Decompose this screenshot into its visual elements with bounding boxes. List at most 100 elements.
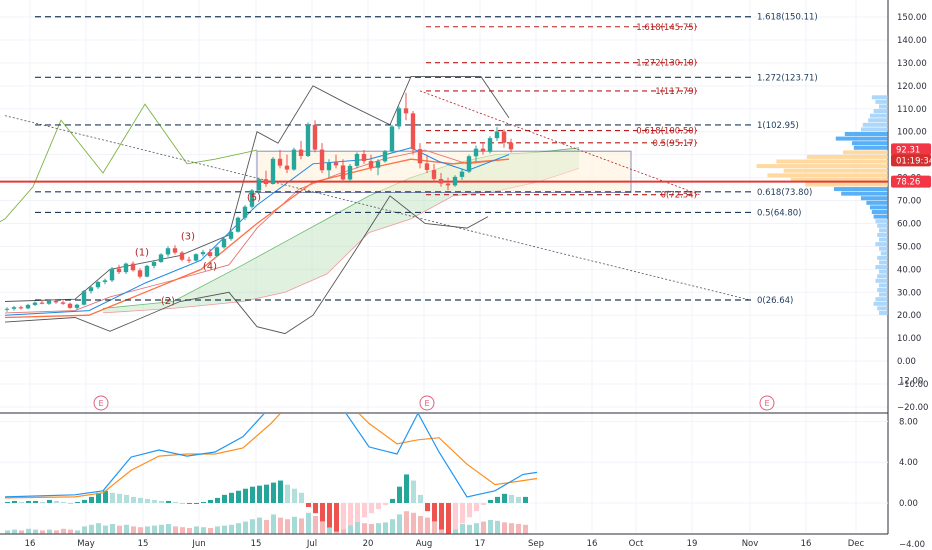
candle-body — [235, 217, 241, 232]
volume-profile-bar — [879, 269, 888, 274]
volume-profile-bar — [880, 251, 888, 256]
macd-histogram-bar — [173, 501, 178, 503]
macd-histogram-bar — [411, 480, 416, 503]
candle-body — [158, 254, 164, 263]
macd-histogram-bar — [348, 503, 353, 526]
volume-bar — [61, 528, 66, 534]
candle-body — [46, 301, 52, 304]
volume-bar — [516, 524, 521, 534]
volume-bar — [40, 530, 45, 534]
volume-bar — [509, 523, 514, 534]
candle-body — [137, 270, 143, 277]
candle-body — [382, 151, 388, 162]
macd-histogram-bar — [110, 492, 115, 503]
volume-bar — [264, 520, 269, 534]
macd-histogram-bar — [488, 499, 493, 503]
candle-body — [18, 307, 24, 309]
macd-histogram-bar — [61, 501, 66, 503]
macd-histogram-bar — [502, 493, 507, 503]
candle-body — [165, 248, 171, 255]
earnings-label: E — [98, 399, 103, 408]
volume-bar — [33, 529, 38, 534]
volume-profile-bar — [844, 132, 888, 136]
fibonacci-levels[interactable]: 1.618(150.11) 1.272(123.71) 1(102.95) 0.618… — [35, 13, 818, 306]
price-tag: 01:19:34 — [891, 154, 932, 167]
fib-extension-label: 0(72.54) — [661, 191, 697, 201]
macd-histogram-bar — [159, 500, 164, 503]
macd-histogram-bar — [222, 494, 227, 503]
candle-body — [424, 163, 430, 171]
range-box — [256, 150, 632, 194]
candle-body — [88, 287, 94, 292]
candle-body — [249, 190, 255, 207]
candle-body — [123, 263, 129, 273]
volume-bar — [124, 524, 129, 534]
candle-body — [403, 108, 409, 114]
candle-body — [340, 165, 346, 180]
volume-bar — [320, 518, 325, 534]
time-tick-label: 15 — [138, 539, 149, 549]
volume-bar — [355, 521, 360, 534]
volume-profile-bar — [843, 150, 888, 155]
fib-level-label: 1.618(150.11) — [757, 13, 818, 23]
fib-level-label: 1.272(123.71) — [757, 73, 818, 83]
macd-histogram-bar — [425, 503, 430, 512]
volume-bar — [481, 521, 486, 534]
macd-histogram-bar — [453, 503, 458, 530]
candle-body — [452, 176, 458, 186]
volume-bar — [425, 517, 430, 534]
candle-body — [270, 158, 276, 185]
price-tick-label: 130.00 — [897, 59, 927, 69]
time-tick-label: Nov — [742, 539, 759, 549]
ema-fast — [4, 147, 510, 316]
volume-bar — [152, 525, 157, 534]
macd-histogram-bar — [397, 486, 402, 503]
wave-label: (4) — [203, 261, 217, 272]
price-tick-label: 60.00 — [897, 219, 921, 229]
candle-body — [508, 142, 514, 150]
volume-profile-bar — [875, 265, 888, 270]
price-tick-label: 20.00 — [897, 311, 921, 321]
macd-histogram-bar — [145, 498, 150, 503]
macd-histogram-bar — [152, 499, 157, 503]
price-tick-label: 120.00 — [897, 82, 927, 92]
candle-body — [151, 262, 157, 266]
candle-body — [179, 252, 185, 260]
candle-body — [263, 179, 269, 185]
volume-bar — [278, 517, 283, 534]
volume-profile-bar — [879, 237, 888, 242]
bollinger-lower — [4, 195, 489, 335]
candle-body — [284, 165, 290, 170]
candle-body — [4, 308, 10, 310]
macd-histogram-bar — [68, 503, 73, 504]
price-tick-label: 140.00 — [897, 36, 927, 46]
earnings-marker[interactable]: E — [419, 395, 435, 411]
earnings-marker[interactable]: E — [93, 395, 109, 411]
time-axis[interactable]: 16 May 15 Jun 15 Jul 20 Aug 17 Sep 16 Oct 19 Nov 16 Dec — [25, 539, 865, 549]
volume-bar — [502, 522, 507, 534]
volume-bar — [250, 519, 255, 534]
volume-profile-bar — [873, 214, 888, 219]
candlesticks — [4, 92, 514, 312]
macd-histogram-bar — [40, 501, 45, 503]
volume-profile-bar — [862, 122, 888, 127]
volume-bar — [348, 522, 353, 534]
price-tick-label: −10.00 — [897, 380, 928, 390]
earnings-marker[interactable]: E — [759, 395, 775, 411]
macd-histogram-bar — [12, 500, 17, 503]
volume-profile-bar — [790, 177, 888, 182]
volume-bar — [201, 527, 206, 534]
macd-histogram-bar — [250, 486, 255, 503]
volume-profile-bar — [875, 297, 888, 302]
volume-bar — [460, 524, 465, 534]
candle-body — [305, 124, 311, 157]
macd-histogram-bar — [75, 501, 80, 503]
time-tick-label: Sep — [528, 539, 544, 549]
macd-histogram-bar — [320, 503, 325, 522]
volume-profile-bar — [870, 205, 888, 210]
macd-histogram-bar — [5, 501, 10, 503]
macd-histogram-bar — [33, 500, 38, 503]
candle-body — [354, 153, 360, 166]
